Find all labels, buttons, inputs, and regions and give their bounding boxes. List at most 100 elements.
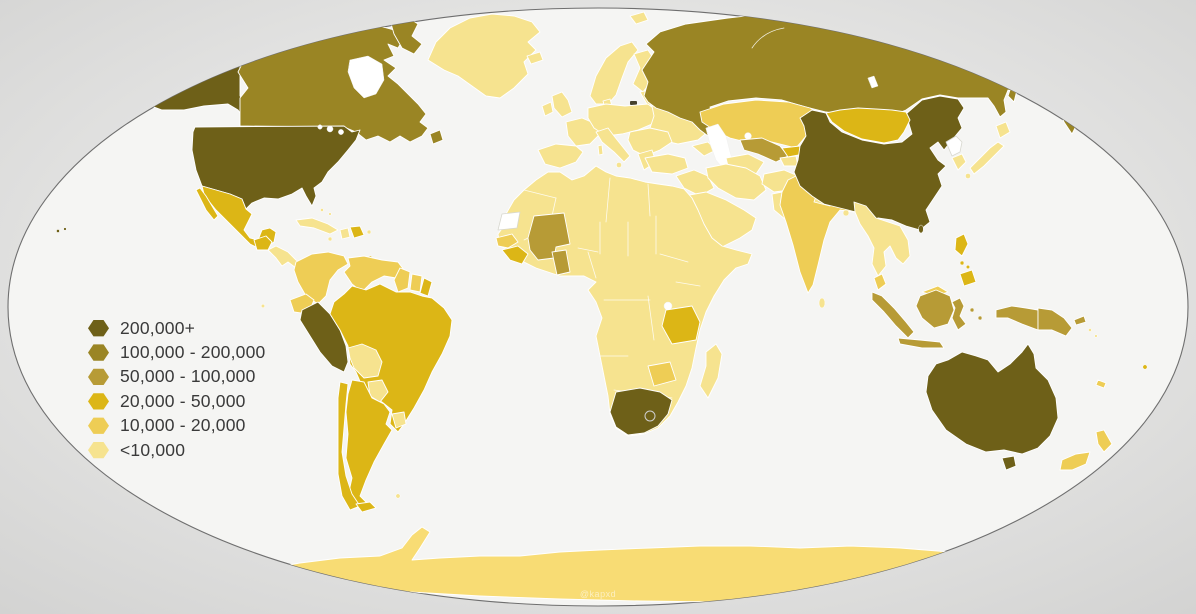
country-iberia: [537, 143, 584, 169]
country-sri-lanka: [818, 297, 826, 309]
lake-victoria: [663, 301, 673, 311]
legend-row: 10,000 - 20,000: [88, 414, 265, 438]
country-guatemala: [253, 235, 273, 251]
country-china: [793, 95, 965, 231]
country-levant-iraq: [675, 169, 715, 197]
country-philippines: [954, 233, 969, 257]
great-lakes: [338, 129, 344, 135]
country-australia: [925, 343, 1059, 455]
legend-row: <10,000: [88, 438, 265, 462]
country-solomon-islands: [1094, 334, 1098, 338]
country-cuba: [295, 217, 339, 235]
country-canada: [279, 13, 319, 27]
legend-label: 10,000 - 20,000: [120, 415, 246, 436]
map-legend: 200,000+ 100,000 - 200,000 50,000 - 100,…: [88, 316, 265, 462]
legend-label: 50,000 - 100,000: [120, 366, 256, 387]
country-colombia: [293, 251, 349, 305]
country-galapagos: [260, 303, 266, 309]
country-hawaii: [63, 227, 67, 231]
country-jamaica: [327, 236, 333, 242]
country-philippines: [965, 264, 971, 270]
country-taiwan: [918, 224, 924, 234]
country-peru: [299, 301, 349, 373]
country-canada: [329, 9, 367, 19]
country-japan: [969, 141, 1005, 175]
country-argentina: [345, 379, 393, 509]
country-mexico: [201, 185, 277, 249]
country-greenland: [427, 13, 541, 99]
country-north-korea: [945, 135, 963, 157]
country-ghana: [551, 249, 571, 276]
legend-swatch-hexagon: [88, 320, 109, 337]
country-indonesia: [915, 289, 955, 329]
country-western-sahara: [497, 211, 521, 231]
country-bahamas: [320, 208, 324, 212]
country-papua-new-guinea: [1073, 315, 1087, 326]
country-svalbard: [629, 11, 649, 25]
country-hawaii: [56, 229, 60, 233]
aral-sea: [744, 132, 752, 140]
country-japan: [995, 121, 1011, 139]
country-lesotho: [644, 410, 656, 422]
legend-label: 20,000 - 50,000: [120, 390, 246, 411]
country-sardinia: [597, 144, 604, 156]
country-new-caledonia: [1095, 379, 1107, 389]
legend-row: 50,000 - 100,000: [88, 365, 265, 389]
country-madagascar: [699, 343, 723, 399]
country-united-kingdom: [551, 91, 573, 118]
watermark: @kapxd: [579, 589, 617, 599]
legend-row: 100,000 - 200,000: [88, 340, 265, 364]
country-fiji: [1142, 364, 1148, 370]
country-france: [565, 117, 601, 147]
country-solomon-islands: [1088, 328, 1092, 332]
great-lakes: [317, 124, 323, 130]
country-se-asia: [853, 201, 911, 277]
country-japan: [965, 173, 971, 179]
country-turkey: [644, 153, 689, 175]
country-ireland: [541, 101, 554, 117]
country-balkans: [627, 127, 673, 157]
legend-label: <10,000: [120, 439, 186, 460]
country-mexico: [195, 187, 219, 221]
lake-baikal: [867, 75, 879, 89]
country-falkland-islands: [395, 493, 401, 499]
legend-label: 100,000 - 200,000: [120, 342, 266, 363]
legend-swatch-hexagon: [88, 368, 109, 386]
country-indonesia: [969, 307, 975, 313]
country-sicily: [616, 162, 622, 168]
country-uruguay: [391, 411, 407, 429]
country-malaysia: [873, 273, 887, 291]
country-puerto-rico: [366, 229, 372, 235]
country-indonesia: [951, 297, 967, 331]
country-canada: [429, 129, 444, 145]
hudson-bay: [347, 55, 385, 99]
country-guinea: [501, 245, 529, 265]
novaya-zemlya-outline: [751, 27, 785, 49]
country-venezuela: [343, 255, 405, 293]
country-dominican-republic: [349, 225, 365, 239]
legend-swatch-hexagon: [88, 344, 109, 361]
country-south-korea: [951, 153, 967, 171]
legend-swatch-hexagon: [88, 441, 109, 459]
legend-swatch-hexagon: [88, 417, 109, 434]
legend-label: 200,000+: [120, 317, 196, 338]
country-new-zealand: [1059, 451, 1091, 471]
country-tanzania: [661, 305, 701, 345]
country-guyana: [393, 267, 411, 293]
country-haiti: [339, 227, 351, 240]
country-indonesia: [897, 337, 945, 349]
country-bolivia: [347, 343, 383, 379]
country-french-guiana: [419, 277, 433, 297]
country-kaliningrad: [630, 101, 637, 105]
legend-swatch-hexagon: [88, 393, 109, 410]
country-chile: [355, 501, 377, 513]
legend-row: 20,000 - 50,000: [88, 389, 265, 413]
country-tasmania: [1001, 455, 1017, 471]
country-mongolia: [825, 107, 911, 144]
country-south-africa: [609, 387, 673, 436]
country-iceland: [526, 51, 544, 65]
country-bangladesh: [842, 209, 850, 217]
country-indonesia: [871, 291, 915, 339]
